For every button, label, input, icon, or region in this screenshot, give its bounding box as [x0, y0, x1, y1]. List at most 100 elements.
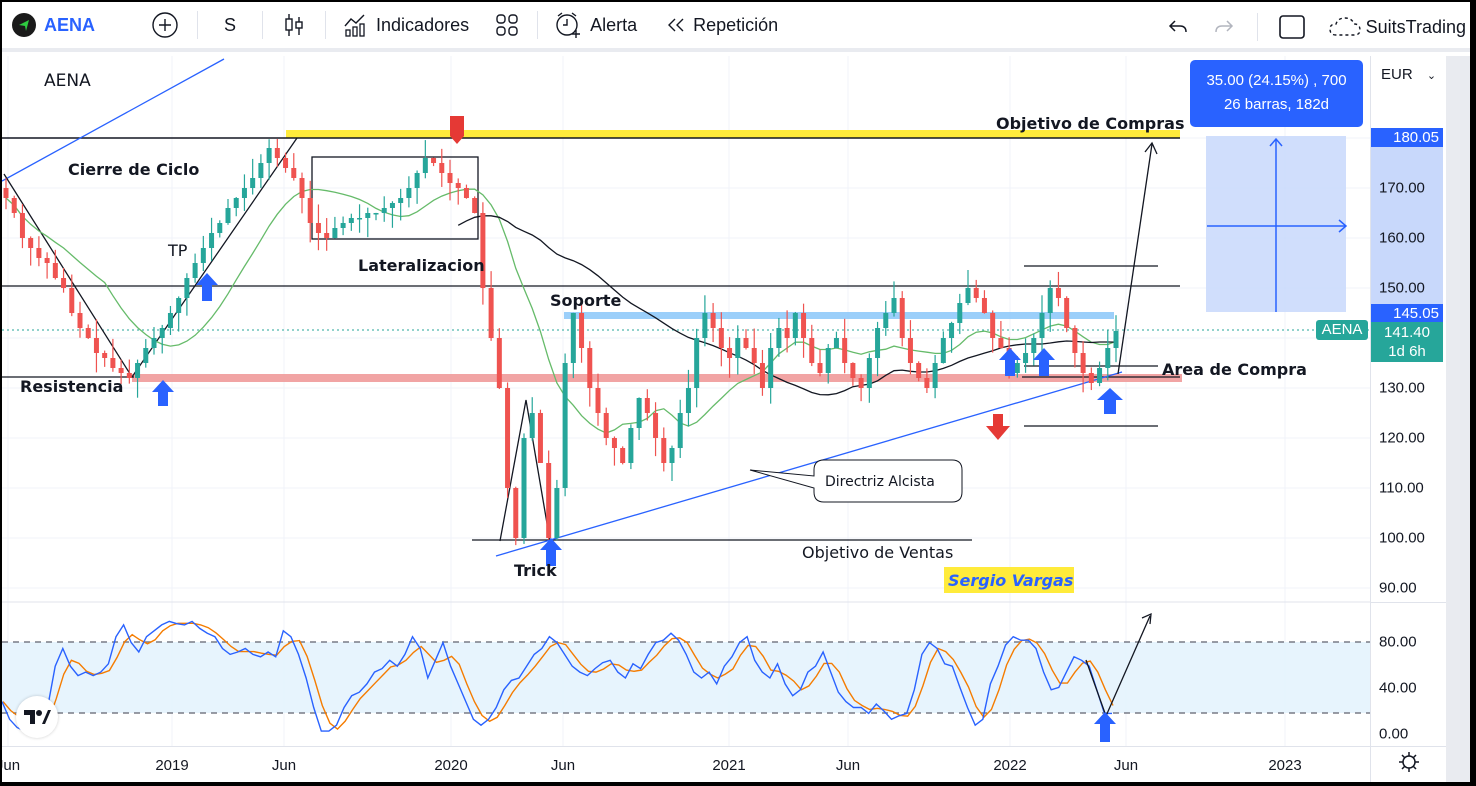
fullscreen-button[interactable] [1268, 2, 1316, 52]
oscillator-label: 40.00 [1379, 679, 1417, 697]
undo-arrow-icon [1167, 18, 1189, 36]
resistencia-band[interactable] [132, 374, 1182, 382]
label-tp[interactable]: TP [167, 241, 188, 260]
symbol-price-tag: AENA [1316, 320, 1368, 340]
chart-type-button[interactable] [273, 2, 315, 48]
buy-arrow-icon [1094, 712, 1116, 742]
toolbar-right-group: SuitsTrading [1155, 2, 1470, 52]
tradingview-logo[interactable] [16, 696, 58, 738]
buy-arrow-icon [1033, 348, 1055, 376]
price-label: 100.00 [1379, 529, 1425, 547]
oscillator-label: 0.00 [1379, 725, 1409, 743]
moving-average-black [457, 215, 1117, 396]
soporte-band[interactable] [564, 312, 1114, 319]
measure-change: 35.00 (24.15%) , 700 [1206, 72, 1347, 89]
label-objetivo-compras[interactable]: Objetivo de Compras [996, 114, 1184, 133]
time-label: Jun [271, 757, 297, 774]
symbol-name: AENA [44, 14, 96, 35]
label-trick[interactable]: Trick [514, 561, 557, 580]
buy-arrows [152, 273, 1123, 742]
sell-arrows [450, 116, 1010, 440]
label-author[interactable]: Sergio Vargas [948, 571, 1073, 590]
symbol-search-button[interactable]: AENA [12, 2, 95, 48]
indicators-chart-icon [342, 12, 370, 38]
label-lateralizacion[interactable]: Lateralizacion [358, 256, 485, 275]
chart-settings-button[interactable] [1370, 746, 1446, 782]
indicators-label: Indicadores [376, 14, 470, 35]
price-label: 120.00 [1379, 429, 1425, 447]
time-label: Jun [550, 757, 576, 774]
replay-label: Repetición [693, 14, 779, 35]
alert-button[interactable]: Alerta [548, 2, 637, 48]
label-area-compra[interactable]: Area de Compra [1162, 360, 1307, 379]
toolbar-divider [537, 11, 539, 39]
projection-arrow[interactable] [1117, 143, 1153, 375]
top-toolbar: AENA S Indicadores [2, 2, 1470, 52]
moving-average-green [5, 188, 1117, 434]
label-resistencia[interactable]: Resistencia [20, 377, 123, 396]
zigzag-pattern[interactable] [3, 137, 298, 379]
author-label-bg [944, 567, 1074, 593]
grid-layout-icon [495, 13, 519, 37]
measure-tooltip: 35.00 (24.15%) , 700 26 barras, 182d [1190, 60, 1363, 127]
bar-countdown: 1d 6h [1388, 343, 1426, 360]
time-label: Jun [1113, 757, 1139, 774]
price-chart-canvas[interactable]: AENA Cierre de Ciclo TP Lateralizacion R… [2, 56, 1370, 746]
buy-arrow-icon [196, 273, 218, 301]
trick-pattern[interactable] [499, 399, 551, 542]
buy-arrow-icon [152, 380, 174, 406]
interval-button[interactable]: S [208, 2, 252, 48]
layout-templates-button[interactable] [495, 2, 519, 48]
label-soporte[interactable]: Soporte [550, 291, 622, 310]
interval-label: S [224, 14, 237, 35]
time-axis[interactable]: Jun 2019 Jun 2020 Jun 2021 Jun 2022 Jun … [2, 746, 1446, 782]
time-label: Jun [835, 757, 861, 774]
price-label: 110.00 [1379, 479, 1424, 497]
lateralizacion-box[interactable] [311, 156, 479, 240]
cloud-icon [1328, 15, 1362, 39]
last-price: 141.40 [1384, 324, 1430, 341]
oscillator-label: 80.00 [1379, 633, 1417, 651]
redo-button[interactable] [1201, 2, 1247, 52]
indicators-button[interactable]: Indicadores [336, 2, 469, 48]
price-label: 90.00 [1379, 579, 1417, 597]
toolbar-divider [325, 11, 327, 39]
sell-arrow-icon [450, 116, 464, 144]
time-label: 2021 [712, 757, 746, 774]
rewind-icon [665, 16, 687, 34]
right-sidebar-strip [1446, 56, 1470, 782]
buy-arrow-icon [540, 538, 562, 566]
price-label: 130.00 [1379, 379, 1425, 397]
price-label: 150.00 [1379, 279, 1425, 297]
aena-logo-icon [12, 13, 36, 37]
chart-pane[interactable]: AENA Cierre de Ciclo TP Lateralizacion R… [2, 56, 1370, 746]
save-layout-button[interactable]: SuitsTrading [1316, 2, 1470, 52]
toolbar-divider [262, 11, 264, 39]
label-objetivo-ventas[interactable]: Objetivo de Ventas [802, 543, 953, 562]
time-label: Jun [2, 757, 21, 774]
replay-button[interactable]: Repetición [665, 2, 778, 48]
measure-bars: 26 barras, 182d [1223, 96, 1330, 113]
gear-icon [1398, 751, 1420, 778]
compare-symbol-button[interactable] [151, 2, 179, 48]
redo-arrow-icon [1213, 18, 1235, 36]
currency-selector[interactable]: EUR ⌄ [1381, 66, 1436, 83]
directriz-alcista-line[interactable] [495, 371, 1123, 557]
currency-label: EUR [1381, 66, 1413, 83]
square-icon [1278, 14, 1306, 40]
candlestick-series [3, 138, 1119, 546]
directriz-callout[interactable] [749, 459, 963, 503]
price-label: 160.00 [1379, 229, 1425, 247]
upper-blue-trendline[interactable] [2, 58, 225, 182]
buy-arrow-icon [999, 348, 1021, 376]
price-axis[interactable]: EUR ⌄ 180.05 170.00 160.00 150.00 145.05… [1370, 56, 1447, 746]
label-cierre-de-ciclo[interactable]: Cierre de Ciclo [68, 160, 199, 179]
label-directriz-alcista[interactable]: Directriz Alcista [825, 474, 935, 490]
objetivo-compras-band[interactable] [286, 130, 1180, 138]
account-name: SuitsTrading [1365, 16, 1466, 37]
alert-label: Alerta [590, 14, 638, 35]
pane-divider[interactable] [1371, 602, 1447, 603]
undo-button[interactable] [1155, 2, 1201, 52]
time-label: 2022 [993, 757, 1027, 774]
